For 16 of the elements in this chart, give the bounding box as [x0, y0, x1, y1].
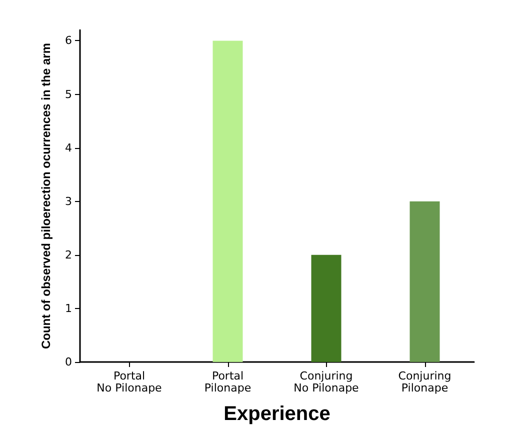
- y-tick-label: 2: [65, 248, 72, 262]
- x-axis-title: Experience: [224, 403, 330, 425]
- y-tick-label: 1: [65, 302, 72, 315]
- bar: [212, 40, 243, 362]
- x-tick-label: Conjuring Pilonape: [398, 370, 452, 394]
- x-tick-label: Portal No Pilonape: [96, 370, 162, 394]
- x-tick-label: Conjuring No Pilonape: [294, 370, 360, 394]
- y-tick-label: 4: [65, 141, 72, 154]
- y-tick-label: 3: [65, 194, 72, 208]
- bar: [311, 254, 342, 362]
- y-tick-label: 6: [65, 34, 72, 48]
- bar: [410, 201, 440, 362]
- x-tick-label: Portal Pilonape: [204, 370, 252, 394]
- y-tick-label: 0: [65, 356, 72, 368]
- y-axis-title: Count of observed piloerection ocurrences in the arm: [39, 42, 53, 350]
- y-tick-label: 5: [65, 88, 72, 101]
